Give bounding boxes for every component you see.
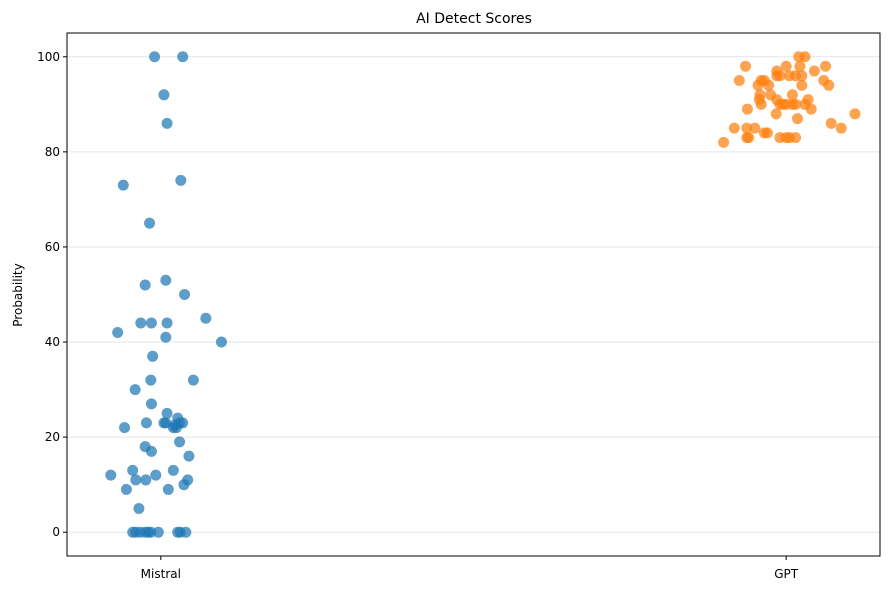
data-point-gpt: [794, 60, 806, 72]
y-tick-label: 0: [52, 525, 60, 539]
chart-title: AI Detect Scores: [416, 11, 532, 27]
x-tick-label: GPT: [774, 567, 799, 581]
data-point-gpt: [820, 60, 832, 72]
plot-frame: [66, 32, 881, 557]
data-point-mistral: [129, 384, 141, 396]
data-point-mistral: [140, 417, 152, 429]
data-point-gpt: [786, 89, 798, 101]
data-point-gpt: [741, 103, 753, 115]
data-point-mistral: [130, 474, 142, 486]
data-point-gpt: [823, 79, 835, 91]
data-point-mistral: [162, 483, 174, 495]
data-point-mistral: [135, 317, 147, 329]
data-point-mistral: [161, 317, 173, 329]
data-point-mistral: [140, 474, 152, 486]
data-point-gpt: [728, 122, 740, 134]
data-point-mistral: [117, 179, 129, 191]
data-point-mistral: [167, 464, 179, 476]
data-point-gpt: [835, 122, 847, 134]
data-point-gpt: [774, 70, 786, 82]
data-point-gpt: [790, 132, 802, 144]
y-tick-label: 40: [45, 335, 60, 349]
data-point-gpt: [741, 122, 753, 134]
data-point-gpt: [796, 79, 808, 91]
data-point-mistral: [177, 51, 189, 63]
grid: [67, 56, 880, 533]
data-point-mistral: [160, 274, 172, 286]
data-point-mistral: [145, 374, 157, 386]
data-point-gpt: [808, 65, 820, 77]
data-point-mistral: [147, 350, 159, 362]
data-point-mistral: [145, 398, 157, 410]
data-point-gpt: [743, 132, 755, 144]
y-tick-label: 80: [45, 145, 60, 159]
data-point-mistral: [179, 289, 191, 300]
data-point-mistral: [183, 450, 195, 462]
data-point-mistral: [215, 336, 227, 348]
data-point-gpt: [825, 117, 837, 129]
data-point-mistral: [144, 217, 156, 229]
x-tick-label: Mistral: [141, 567, 181, 581]
data-point-gpt: [755, 98, 767, 110]
x-axis: Mistral GPT: [141, 556, 799, 581]
data-point-mistral: [178, 479, 190, 491]
data-point-gpt: [718, 136, 730, 148]
data-point-mistral: [145, 445, 157, 457]
data-point-mistral: [152, 526, 164, 538]
data-point-mistral: [145, 317, 157, 329]
data-point-mistral: [161, 117, 173, 129]
y-tick-label: 100: [37, 50, 60, 64]
data-point-gpt: [790, 98, 802, 110]
y-tick-label: 20: [45, 430, 60, 444]
y-axis: 0 20 40 60 80 100: [37, 50, 67, 539]
data-point-mistral: [139, 279, 151, 291]
data-point-mistral: [105, 469, 117, 481]
y-axis-label: Probability: [11, 263, 25, 326]
data-point-gpt: [733, 75, 745, 87]
data-point-mistral: [175, 174, 187, 186]
y-tick-label: 60: [45, 240, 60, 254]
data-point-gpt: [761, 127, 773, 139]
data-point-mistral: [149, 51, 161, 63]
data-point-gpt: [791, 113, 803, 125]
data-point-mistral: [127, 464, 139, 476]
data-point-mistral: [112, 327, 124, 339]
data-point-gpt: [780, 60, 792, 72]
data-point-mistral: [160, 331, 172, 343]
data-point-mistral: [169, 419, 181, 431]
data-point-gpt: [740, 60, 752, 72]
data-point-mistral: [120, 483, 132, 495]
data-point-mistral: [150, 469, 162, 481]
data-point-gpt: [799, 51, 811, 63]
data-point-gpt: [749, 122, 761, 134]
data-point-mistral: [200, 312, 212, 324]
data-point-mistral: [158, 89, 170, 101]
data-point-gpt: [763, 79, 775, 91]
data-point-gpt: [752, 79, 764, 91]
data-point-gpt: [796, 70, 808, 82]
data-point-gpt: [805, 103, 817, 115]
data-point-mistral: [180, 526, 192, 538]
data-point-gpt: [849, 108, 861, 120]
data-point-mistral: [133, 502, 145, 514]
data-point-mistral: [187, 374, 199, 386]
points: [105, 51, 861, 538]
data-point-gpt: [770, 108, 782, 120]
data-point-mistral: [174, 436, 186, 448]
data-point-mistral: [161, 407, 173, 419]
data-point-mistral: [119, 422, 131, 434]
